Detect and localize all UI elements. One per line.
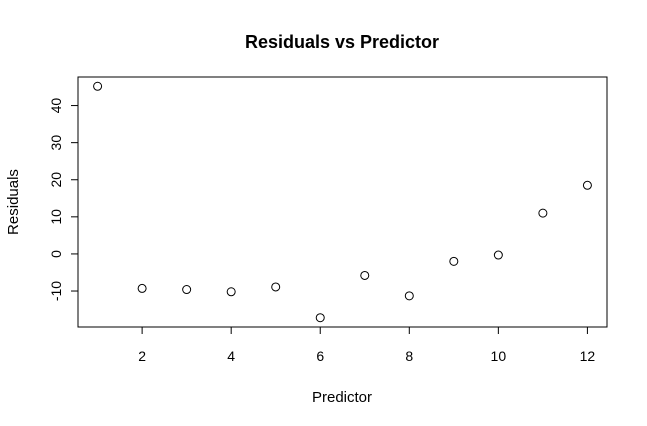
data-point bbox=[271, 282, 281, 292]
data-point bbox=[226, 287, 236, 297]
plot-area-frame bbox=[77, 76, 608, 328]
data-point bbox=[493, 250, 503, 260]
x-tick-label: 12 bbox=[580, 348, 596, 364]
y-tick-label: 20 bbox=[48, 172, 64, 188]
y-tick-label: 40 bbox=[48, 98, 64, 114]
chart-title: Residuals vs Predictor bbox=[245, 32, 439, 52]
x-tick-label: 2 bbox=[138, 348, 146, 364]
y-tick-label: 30 bbox=[48, 135, 64, 151]
data-point bbox=[404, 291, 414, 301]
data-point bbox=[137, 283, 147, 293]
data-point bbox=[449, 256, 459, 266]
x-axis: 2 4 6 8 10 12 bbox=[138, 326, 596, 364]
data-point bbox=[360, 270, 370, 280]
y-tick-label: 10 bbox=[48, 209, 64, 225]
x-axis-label: Predictor bbox=[312, 389, 372, 406]
y-tick-label: 0 bbox=[48, 250, 64, 258]
data-points bbox=[93, 81, 592, 323]
x-tick-label: 4 bbox=[227, 348, 235, 364]
data-point bbox=[538, 208, 548, 218]
x-tick-label: 8 bbox=[405, 348, 413, 364]
x-tick-label: 6 bbox=[316, 348, 324, 364]
y-axis: -10 0 10 20 30 40 bbox=[48, 98, 79, 301]
data-point bbox=[315, 313, 325, 323]
x-tick-label: 10 bbox=[491, 348, 507, 364]
y-axis-label: Residuals bbox=[5, 169, 22, 235]
y-tick-label: -10 bbox=[48, 281, 64, 301]
data-point bbox=[93, 81, 103, 91]
data-point bbox=[582, 180, 592, 190]
data-point bbox=[182, 285, 192, 295]
